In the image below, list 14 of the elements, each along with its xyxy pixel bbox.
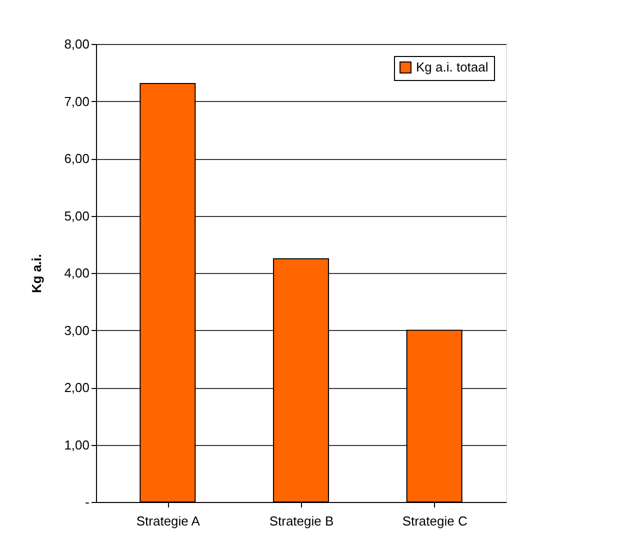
y-tick-label: 7,00 [64, 94, 90, 109]
y-tick-label: 4,00 [64, 266, 90, 280]
y-tick-label: 8,00 [64, 36, 90, 52]
y-tick-label: 2,00 [64, 380, 90, 395]
x-tick-label: Strategie A [136, 514, 200, 528]
y-tick-label: 1,00 [64, 437, 90, 452]
legend-label: Kg a.i. totaal [416, 60, 488, 74]
y-tick-label: 3,00 [64, 322, 90, 338]
x-tick-label: Strategie B [269, 514, 334, 528]
y-tick-label: 6,00 [64, 151, 90, 166]
y-tick-label: - [85, 494, 90, 510]
x-tick-label: Strategie C [402, 514, 468, 528]
y-axis-title: Kg a.i. [29, 254, 44, 294]
y-tick-label: 5,00 [64, 208, 90, 224]
